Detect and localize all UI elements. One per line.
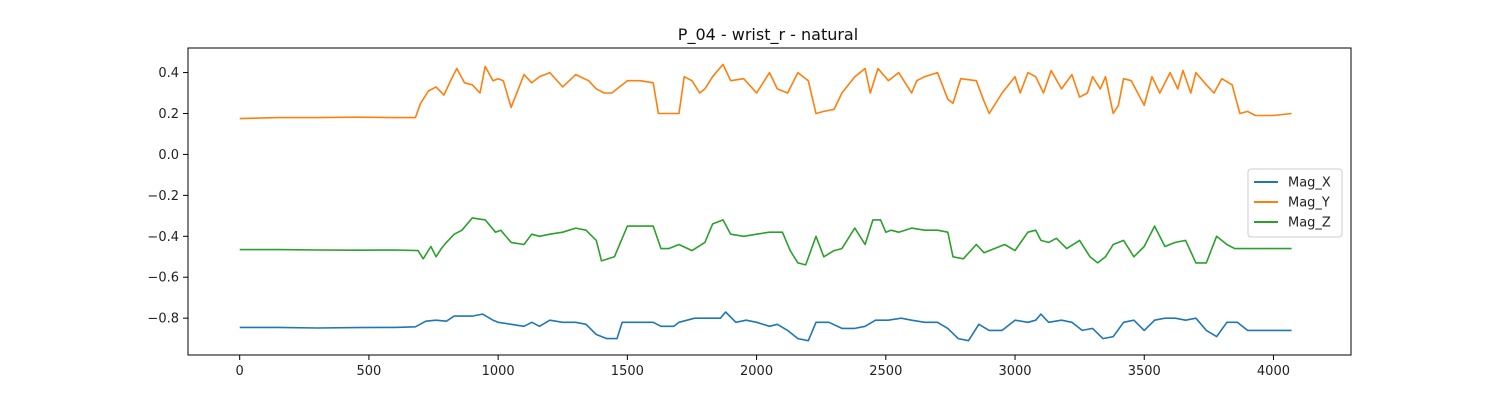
series-line-mag-z bbox=[239, 217, 1292, 266]
x-tick-label: 2000 bbox=[740, 364, 773, 379]
x-tick-label: 1000 bbox=[482, 364, 515, 379]
legend-label: Mag_Z bbox=[1288, 216, 1331, 231]
x-tick-label: 3000 bbox=[998, 364, 1031, 379]
y-tick-label: −0.8 bbox=[147, 312, 179, 327]
y-tick-label: 0.2 bbox=[158, 107, 179, 122]
y-tick-label: 0.0 bbox=[158, 148, 179, 163]
legend-label: Mag_X bbox=[1288, 176, 1331, 191]
x-tick-label: 2500 bbox=[869, 364, 902, 379]
series-layer bbox=[239, 63, 1292, 342]
legend-box bbox=[1247, 168, 1343, 238]
x-axis: 0 500 1000 1500 2000 2500 3000 3500 4000 bbox=[236, 355, 1290, 379]
x-tick-label: 500 bbox=[356, 364, 381, 379]
y-tick-label: 0.4 bbox=[158, 66, 179, 81]
x-tick-label: 1500 bbox=[611, 364, 644, 379]
x-tick-label: 3500 bbox=[1128, 364, 1161, 379]
axes-frame bbox=[187, 47, 1352, 356]
series-line-mag-x bbox=[239, 311, 1292, 342]
chart-title: P_04 - wrist_r - natural bbox=[678, 25, 858, 45]
legend: Mag_X Mag_Y Mag_Z bbox=[1247, 168, 1343, 238]
x-tick-label: 0 bbox=[236, 364, 244, 379]
legend-label: Mag_Y bbox=[1288, 196, 1330, 211]
series-line-mag-y bbox=[239, 63, 1292, 120]
y-tick-label: −0.6 bbox=[147, 271, 179, 286]
y-axis: 0.4 0.2 0.0 −0.2 −0.4 −0.6 −0.8 bbox=[147, 66, 188, 327]
x-tick-label: 4000 bbox=[1257, 364, 1290, 379]
y-tick-label: −0.2 bbox=[147, 189, 179, 204]
y-tick-label: −0.4 bbox=[147, 230, 179, 245]
